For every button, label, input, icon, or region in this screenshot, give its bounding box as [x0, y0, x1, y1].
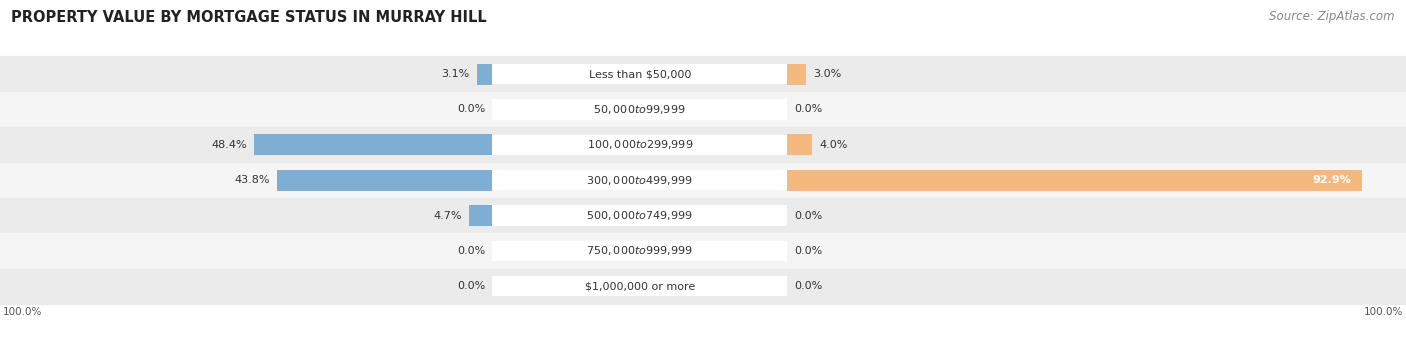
- Text: $300,000 to $499,999: $300,000 to $499,999: [586, 174, 693, 187]
- Text: PROPERTY VALUE BY MORTGAGE STATUS IN MURRAY HILL: PROPERTY VALUE BY MORTGAGE STATUS IN MUR…: [11, 10, 486, 25]
- Bar: [0, 127, 1406, 163]
- Text: $100,000 to $299,999: $100,000 to $299,999: [586, 138, 693, 151]
- Bar: [0, 269, 1406, 304]
- Bar: [277, 170, 492, 191]
- Text: 3.0%: 3.0%: [813, 69, 841, 79]
- Text: 100.0%: 100.0%: [1364, 307, 1403, 317]
- Bar: [0, 56, 1406, 92]
- Bar: [492, 64, 787, 84]
- Bar: [492, 205, 787, 226]
- Text: 0.0%: 0.0%: [794, 246, 823, 256]
- Text: Less than $50,000: Less than $50,000: [589, 69, 690, 79]
- Text: 0.0%: 0.0%: [457, 104, 485, 115]
- Bar: [787, 134, 813, 155]
- Text: $1,000,000 or more: $1,000,000 or more: [585, 281, 695, 291]
- Bar: [492, 99, 787, 120]
- Bar: [492, 135, 787, 155]
- Text: 0.0%: 0.0%: [794, 210, 823, 221]
- Bar: [470, 205, 492, 226]
- Text: $50,000 to $99,999: $50,000 to $99,999: [593, 103, 686, 116]
- Bar: [0, 198, 1406, 233]
- Text: 0.0%: 0.0%: [457, 246, 485, 256]
- Bar: [492, 170, 787, 190]
- Text: $500,000 to $749,999: $500,000 to $749,999: [586, 209, 693, 222]
- Text: 4.0%: 4.0%: [820, 140, 848, 150]
- Bar: [492, 276, 787, 296]
- Text: Source: ZipAtlas.com: Source: ZipAtlas.com: [1270, 10, 1395, 23]
- Text: 0.0%: 0.0%: [457, 281, 485, 291]
- Bar: [0, 92, 1406, 127]
- Bar: [787, 170, 1362, 191]
- Text: 0.0%: 0.0%: [794, 281, 823, 291]
- Bar: [787, 64, 806, 85]
- Text: 3.1%: 3.1%: [441, 69, 470, 79]
- Text: 43.8%: 43.8%: [233, 175, 270, 185]
- Text: 4.7%: 4.7%: [433, 210, 463, 221]
- Bar: [254, 134, 492, 155]
- Text: $750,000 to $999,999: $750,000 to $999,999: [586, 244, 693, 257]
- Bar: [477, 64, 492, 85]
- Bar: [0, 233, 1406, 269]
- Bar: [492, 241, 787, 261]
- Text: 100.0%: 100.0%: [3, 307, 42, 317]
- Text: 48.4%: 48.4%: [211, 140, 247, 150]
- Text: 0.0%: 0.0%: [794, 104, 823, 115]
- Text: 92.9%: 92.9%: [1312, 175, 1351, 185]
- Bar: [0, 163, 1406, 198]
